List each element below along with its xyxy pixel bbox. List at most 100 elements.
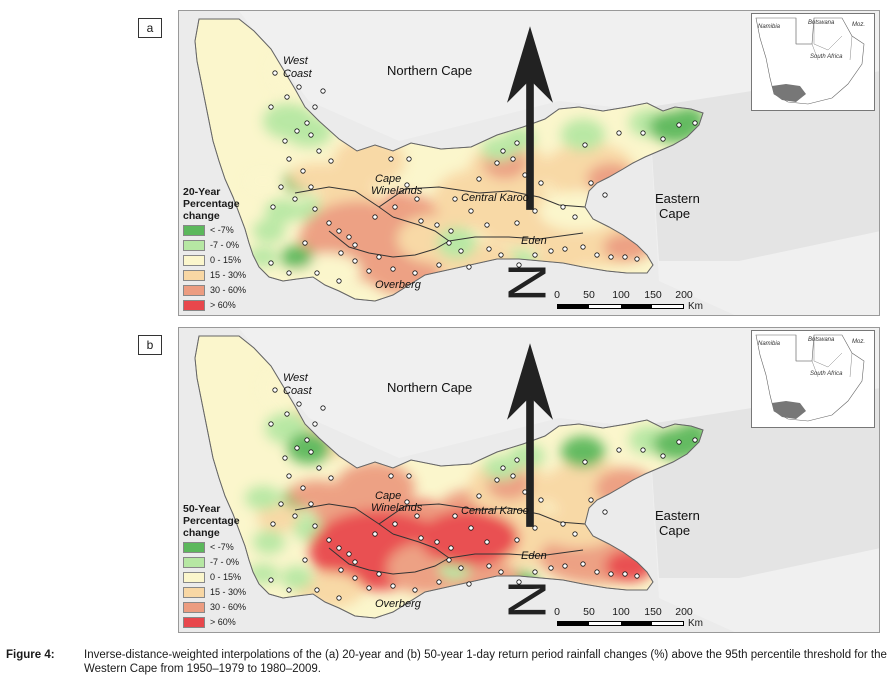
weather-station [388,156,394,162]
weather-station [312,421,318,427]
weather-station [278,184,284,190]
place-eastern-cape-2: Cape [659,523,691,538]
weather-station [294,128,300,134]
weather-station [308,184,314,190]
weather-station [466,581,472,587]
scale-bar-segments [557,621,684,626]
weather-station [484,222,490,228]
weather-station [594,252,600,258]
weather-station [300,485,306,491]
weather-station [372,214,378,220]
weather-station [336,595,342,601]
weather-station [336,278,342,284]
north-label: N [498,263,557,302]
legend-swatch [183,254,205,266]
place-cape-winelands-2: Winelands [371,502,423,514]
weather-station [328,158,334,164]
place-west-coast-2: Coast [283,68,312,80]
weather-station [406,473,412,479]
legend-swatch [183,269,205,281]
weather-station [532,208,538,214]
weather-station [476,493,482,499]
weather-station [514,537,520,543]
interpolation-cell [245,486,281,510]
legend-item: < -7% [183,223,279,237]
weather-station [372,531,378,537]
interpolation-cell [561,119,605,151]
country-borders [795,335,853,378]
inset-label-botswana: Botswana [808,20,835,26]
weather-station [468,525,474,531]
legend-swatch [183,224,205,236]
weather-station [560,521,566,527]
legend-title-2: Percentage [183,198,240,210]
weather-station [286,473,292,479]
district-boundary [294,186,394,218]
weather-station [286,587,292,593]
weather-station [406,156,412,162]
scale-bar: 0 50 100 150 200 Km [554,289,707,313]
weather-station [314,270,320,276]
weather-station [312,206,318,212]
weather-station [326,537,332,543]
weather-station [458,248,464,254]
weather-station [500,465,506,471]
province-outline [194,18,704,302]
weather-station [622,571,628,577]
weather-station [640,447,646,453]
interpolation-cell [419,510,519,566]
interpolation-cell [281,566,313,590]
scale-tick: 100 [612,289,630,301]
weather-station [448,545,454,551]
weather-station [514,140,520,146]
weather-station [418,535,424,541]
weather-station [494,477,500,483]
place-eastern-cape-1: Eastern [655,508,700,523]
weather-station [608,254,614,260]
caption-number: Figure 4: [6,649,55,661]
inset-map: Namibia Botswana Moz. South Africa [751,13,875,111]
district-boundary [448,232,584,242]
legend-item: 30 - 60% [183,600,279,614]
interpolation-cell [481,137,517,161]
weather-station [282,138,288,144]
weather-station [640,130,646,136]
district-boundary [294,503,394,535]
weather-station [272,387,278,393]
weather-station [316,148,322,154]
weather-station [268,577,274,583]
weather-station [404,182,410,188]
scale-tick: 0 [554,606,560,618]
weather-station [392,521,398,527]
weather-station [452,196,458,202]
weather-station [326,220,332,226]
weather-station [616,130,622,136]
weather-station [634,256,640,262]
weather-station [284,94,290,100]
legend-swatch [183,239,205,251]
north-arrow-icon: N [498,343,557,619]
weather-station [286,156,292,162]
weather-station [516,579,522,585]
place-eastern-cape-2: Cape [659,206,691,221]
place-west-coast-1: West [283,55,308,67]
scale-tick: 0 [554,289,560,301]
weather-station [476,176,482,182]
weather-station [270,204,276,210]
district-boundary [392,240,450,258]
place-central-karoo: Central Karoo [461,192,529,204]
scale-tick: 150 [644,289,662,301]
weather-station [308,501,314,507]
weather-station [580,561,586,567]
district-boundary [392,557,450,575]
place-west-coast-1: West [283,372,308,384]
weather-station [304,120,310,126]
north-arrow-icon: N [498,26,557,302]
weather-station [414,513,420,519]
weather-station [292,513,298,519]
legend-item-label: 15 - 30% [210,270,247,280]
legend-swatch [183,571,205,583]
weather-station [538,497,544,503]
country-borders [795,18,853,61]
weather-station [304,437,310,443]
